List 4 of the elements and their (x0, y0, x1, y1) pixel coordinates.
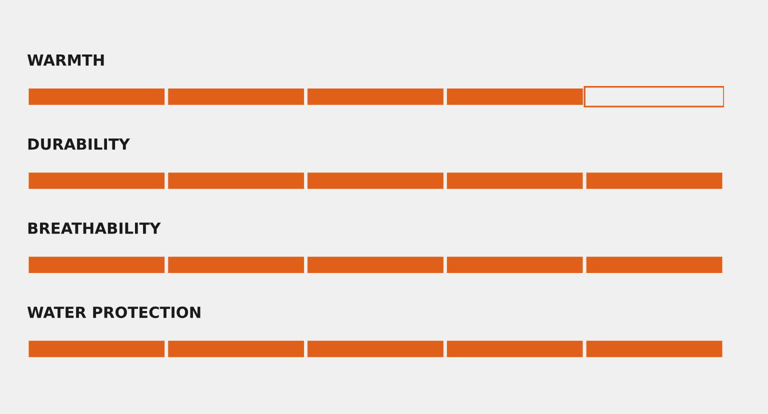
y-tick-label: DURABILITY (28, 138, 130, 150)
y-tick-label: WATER PROTECTION (27, 306, 200, 318)
y-tick-label: BREATHABILITY (28, 222, 161, 234)
y-tick-label: WARMTH (27, 54, 104, 66)
